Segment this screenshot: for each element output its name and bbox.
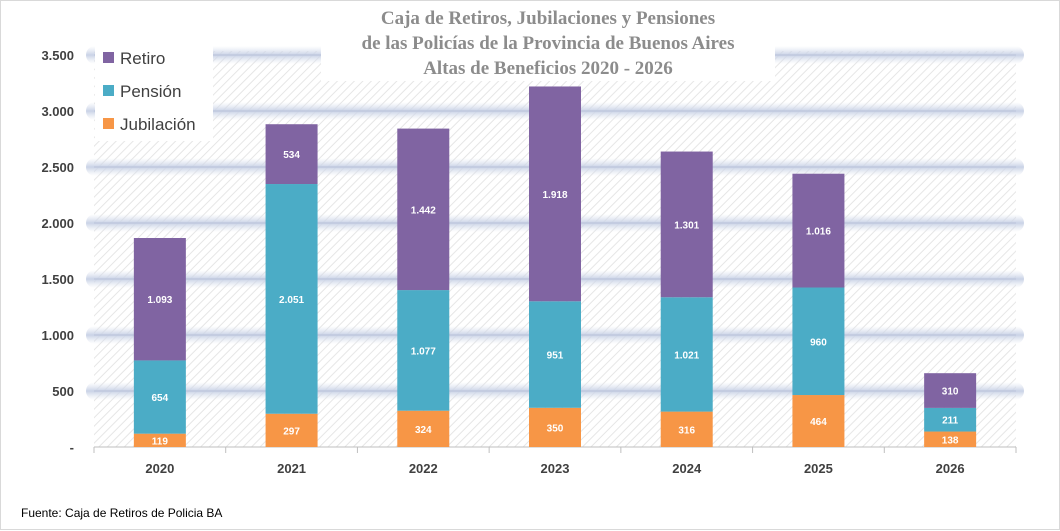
- data-label: 138: [942, 435, 959, 446]
- legend-background: [95, 43, 213, 141]
- x-axis: 2020 2021 2022 2023 2024 2025 2026: [145, 461, 964, 476]
- legend-swatch: [103, 85, 114, 96]
- data-label: 1.021: [674, 350, 699, 361]
- bar-jubilacin-2025: [792, 395, 845, 447]
- x-tick-label: 2021: [277, 461, 306, 476]
- data-label: 119: [152, 436, 169, 447]
- bar-jubilacin-2024: [660, 411, 713, 447]
- data-label: 951: [547, 351, 564, 362]
- bar-retiro-2021: [265, 124, 318, 185]
- data-label: 1.016: [806, 227, 831, 238]
- chart-title: Caja de Retiros, Jubilaciones y Pensione…: [321, 5, 775, 81]
- bar-jubilacin-2023: [529, 407, 581, 447]
- data-label: 1.918: [542, 190, 567, 201]
- data-label: 310: [942, 387, 959, 398]
- y-tick-label: 500: [52, 384, 74, 399]
- data-label: 297: [283, 426, 300, 437]
- bar-pensin-2025: [792, 287, 845, 396]
- bar-jubilacin-2022: [397, 410, 450, 447]
- title-line: Caja de Retiros, Jubilaciones y Pensione…: [381, 8, 715, 29]
- bar-pensin-2024: [660, 297, 713, 412]
- bar-retiro-2022: [397, 128, 450, 291]
- legend-swatch: [103, 52, 114, 63]
- x-tick-label: 2022: [409, 461, 438, 476]
- data-label: 324: [415, 425, 432, 436]
- data-label: 1.301: [674, 220, 699, 231]
- bar-retiro-2026: [924, 373, 977, 408]
- y-tick-label: 2.500: [41, 160, 74, 175]
- y-tick-label: 2.000: [41, 216, 74, 231]
- legend-label: Jubilación: [120, 115, 196, 134]
- x-tick-label: 2026: [936, 461, 965, 476]
- bar-retiro-2023: [529, 86, 581, 302]
- y-tick-label: 3.000: [41, 104, 74, 119]
- title-line: de las Policías de la Provincia de Bueno…: [362, 33, 735, 54]
- data-label: 350: [547, 423, 564, 434]
- legend-label: Retiro: [120, 49, 165, 68]
- legend: Retiro Pensión Jubilación: [95, 43, 213, 141]
- data-label: 654: [152, 393, 169, 404]
- y-axis: - 500 1.000 1.500 2.000 2.500 3.000 3.500: [41, 48, 74, 455]
- bar-retiro-2020: [133, 238, 186, 361]
- title-line: Altas de Beneficios 2020 - 2026: [423, 58, 673, 79]
- data-label: 316: [678, 425, 695, 436]
- bar-pensin-2026: [924, 407, 977, 432]
- y-tick-label: 1.500: [41, 272, 74, 287]
- y-tick-label: 1.000: [41, 328, 74, 343]
- data-label: 1.442: [411, 205, 436, 216]
- data-label: 464: [810, 417, 827, 428]
- bars: 119 654 1.093 297 2.051 534 324 1.077 1.442 350 95…: [133, 86, 977, 447]
- bar-jubilacin-2026: [924, 431, 977, 447]
- x-tick-label: 2020: [145, 461, 174, 476]
- legend-label: Pensión: [120, 82, 181, 101]
- data-label: 960: [810, 337, 827, 348]
- x-tick-label: 2023: [541, 461, 570, 476]
- y-tick-label: 3.500: [41, 48, 74, 63]
- data-label: 211: [942, 416, 959, 427]
- data-label: 1.093: [147, 295, 172, 306]
- title-background: [321, 5, 775, 81]
- data-label: 534: [283, 150, 300, 161]
- data-label: 2.051: [279, 295, 304, 306]
- bar-jubilacin-2021: [265, 413, 318, 447]
- y-tick-label: -: [70, 440, 74, 455]
- bar-retiro-2025: [792, 173, 845, 288]
- data-label: 1.077: [411, 346, 436, 357]
- source-note: Fuente: Caja de Retiros de Policia BA: [21, 506, 222, 520]
- x-tick-label: 2024: [672, 461, 702, 476]
- bar-pensin-2022: [397, 290, 450, 411]
- bar-retiro-2024: [660, 151, 713, 298]
- bar-jubilacin-2020: [133, 433, 186, 447]
- x-tick-label: 2025: [804, 461, 833, 476]
- legend-swatch: [103, 118, 114, 129]
- bar-pensin-2021: [265, 184, 318, 414]
- bar-pensin-2020: [133, 360, 186, 434]
- bar-pensin-2023: [529, 301, 581, 408]
